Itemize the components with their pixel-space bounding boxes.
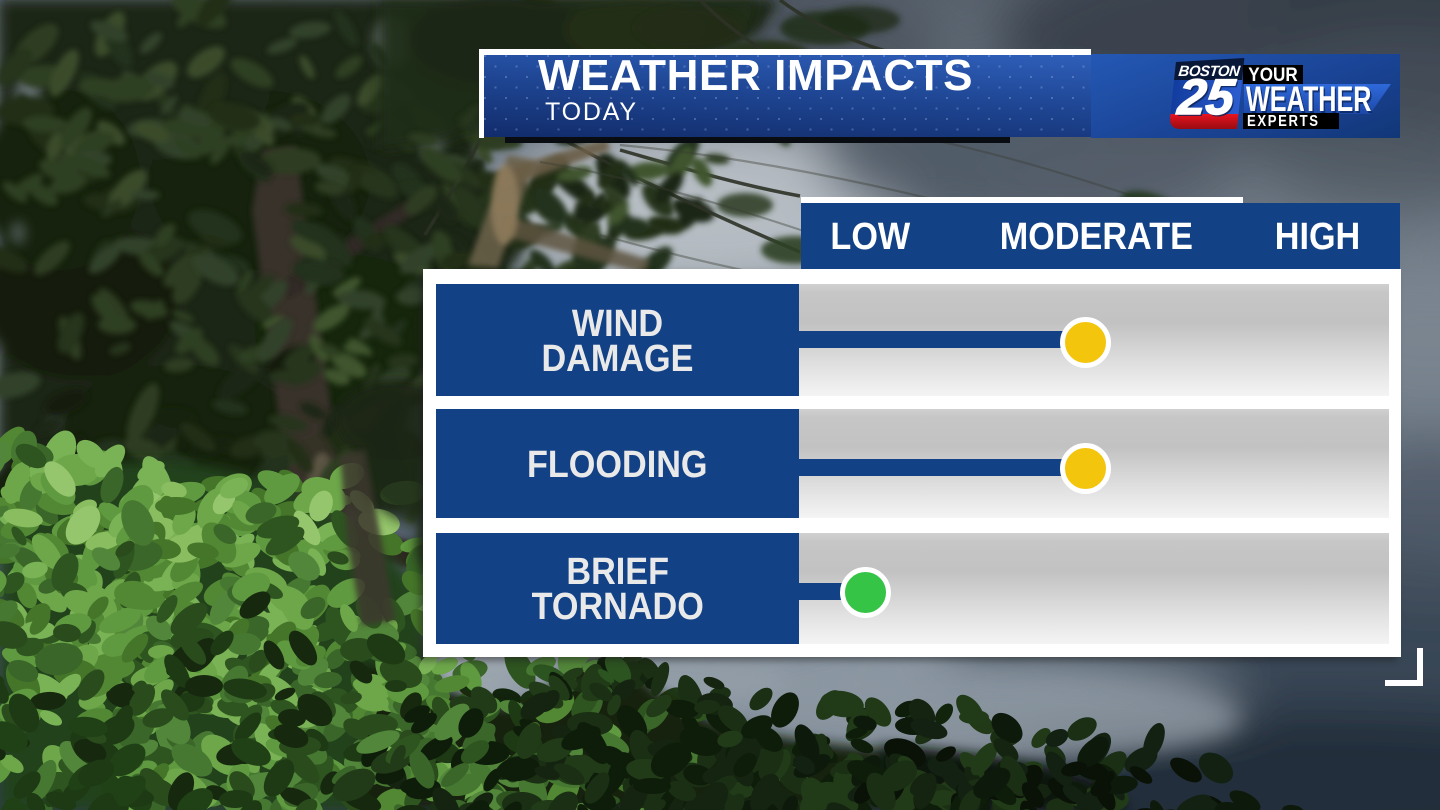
svg-text:EXPERTS: EXPERTS [1247,113,1320,130]
svg-text:WEATHER: WEATHER [1246,80,1371,119]
svg-text:YOUR: YOUR [1248,64,1297,85]
svg-text:25: 25 [1175,69,1239,125]
svg-text:25: 25 [1176,71,1240,127]
svg-text:BOSTON: BOSTON [1178,63,1242,80]
